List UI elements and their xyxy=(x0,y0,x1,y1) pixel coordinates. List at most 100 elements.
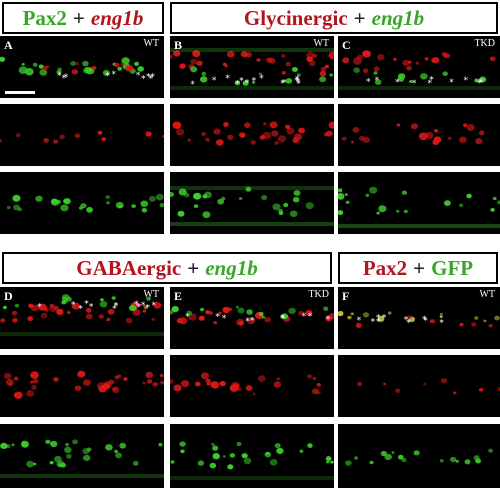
panel-e-red xyxy=(170,355,334,417)
panel-b-red xyxy=(170,104,334,166)
svg-text:*: * xyxy=(280,315,285,325)
svg-text:*: * xyxy=(395,78,400,88)
micrograph-image: ********** xyxy=(338,50,500,90)
condition-label: TKD xyxy=(308,289,329,300)
svg-text:*: * xyxy=(479,78,484,88)
micrograph-image xyxy=(0,130,164,144)
svg-text:*: * xyxy=(422,315,427,325)
header-label-left: Pax2 xyxy=(362,255,408,280)
header-plus: + xyxy=(72,5,85,30)
condition-label: TKD xyxy=(474,38,495,49)
micrograph-image xyxy=(170,186,334,226)
scale-bar xyxy=(5,91,35,94)
panel-label: B xyxy=(174,38,183,52)
panel-a-merge: * * * * * * * * * * A WT xyxy=(0,36,164,98)
panel-f-green xyxy=(338,424,500,488)
micrograph-image: ********** xyxy=(0,56,155,84)
svg-text:*: * xyxy=(235,79,240,89)
svg-text:*: * xyxy=(146,304,151,314)
micrograph-image xyxy=(172,121,334,146)
header-plus: + xyxy=(187,255,200,280)
svg-text:*: * xyxy=(326,315,331,325)
panel-c-merge: * * * * * * * * * * C TKD xyxy=(338,36,500,98)
svg-text:*: * xyxy=(71,300,76,310)
svg-text:*: * xyxy=(404,316,409,326)
header-glycinergic-eng1b: Glycinergic + eng1b xyxy=(170,2,498,34)
svg-text:*: * xyxy=(250,317,255,327)
micrograph-image: ********** xyxy=(170,305,334,327)
svg-text:*: * xyxy=(152,301,157,311)
svg-text:*: * xyxy=(149,74,154,84)
svg-text:*: * xyxy=(136,303,141,313)
svg-text:*: * xyxy=(376,313,381,323)
svg-text:*: * xyxy=(146,72,151,82)
header-plus: + xyxy=(413,255,426,280)
micrograph-image: *** ** * ** ** * * xyxy=(0,294,164,336)
svg-text:*: * xyxy=(282,79,287,89)
panel-label: E xyxy=(174,289,183,303)
header-label-right: eng1b xyxy=(90,5,144,30)
condition-label: WT xyxy=(143,289,159,300)
panel-b-merge: * * * * * * * * * * * * * * B WT xyxy=(170,36,334,98)
panel-d-red xyxy=(0,355,164,417)
svg-text:*: * xyxy=(477,79,482,89)
svg-text:*: * xyxy=(308,312,313,322)
panel-d-merge: * * * * * * * * * * * * D WT xyxy=(0,287,164,349)
micrograph-image: ** * * *** ** * ** ** xyxy=(170,48,334,90)
svg-text:*: * xyxy=(464,76,469,86)
svg-text:*: * xyxy=(428,79,433,89)
svg-text:*: * xyxy=(375,76,380,86)
svg-text:*: * xyxy=(366,78,371,88)
svg-text:*: * xyxy=(371,318,376,328)
header-pax2-eng1b: Pax2 + eng1b xyxy=(2,2,164,34)
svg-text:*: * xyxy=(136,71,141,81)
header-label-right: GFP xyxy=(431,255,474,280)
panel-label: D xyxy=(4,289,13,303)
svg-text:*: * xyxy=(449,78,454,88)
panel-c-red xyxy=(338,104,500,166)
svg-text:*: * xyxy=(141,74,146,84)
svg-text:*: * xyxy=(412,79,417,89)
condition-label: WT xyxy=(143,38,159,49)
svg-text:*: * xyxy=(62,74,67,84)
svg-text:*: * xyxy=(295,75,300,85)
svg-text:*: * xyxy=(89,303,94,313)
svg-text:*: * xyxy=(259,74,264,84)
panel-e-merge: * * * * * * * * * * E TKD xyxy=(170,287,334,349)
header-label-left: GABAergic xyxy=(76,255,182,280)
svg-text:*: * xyxy=(150,73,155,83)
micrograph-image xyxy=(0,439,164,478)
micrograph-image xyxy=(170,372,321,396)
svg-text:*: * xyxy=(239,76,244,86)
svg-text:*: * xyxy=(212,76,217,86)
svg-text:*: * xyxy=(141,301,146,311)
svg-text:*: * xyxy=(222,314,227,324)
panel-b-green xyxy=(170,172,334,234)
svg-text:*: * xyxy=(280,79,285,89)
svg-text:*: * xyxy=(245,78,250,88)
panel-f-merge: * * * * * * * * * * F WT xyxy=(338,287,500,349)
svg-text:*: * xyxy=(376,317,381,327)
svg-text:*: * xyxy=(84,299,89,309)
svg-text:*: * xyxy=(112,70,117,80)
svg-text:*: * xyxy=(252,77,257,87)
condition-label: WT xyxy=(313,38,329,49)
micrograph-image xyxy=(357,378,500,395)
svg-text:*: * xyxy=(57,71,62,81)
svg-text:*: * xyxy=(185,313,190,323)
panel-a-red xyxy=(0,104,164,166)
svg-text:*: * xyxy=(112,305,117,315)
header-label-right: eng1b xyxy=(371,5,425,30)
header-pax2-gfp: Pax2 + GFP xyxy=(338,252,498,284)
svg-text:*: * xyxy=(302,312,307,322)
panel-d-green xyxy=(0,424,164,488)
svg-text:*: * xyxy=(429,75,434,85)
svg-text:*: * xyxy=(382,314,387,324)
panel-a-green xyxy=(0,172,164,234)
svg-text:*: * xyxy=(37,303,42,313)
micrograph-image xyxy=(3,370,164,399)
svg-text:*: * xyxy=(190,80,195,90)
panel-label: F xyxy=(342,289,350,303)
header-label-left: Glycinergic xyxy=(243,5,348,30)
panel-f-red xyxy=(338,355,500,417)
